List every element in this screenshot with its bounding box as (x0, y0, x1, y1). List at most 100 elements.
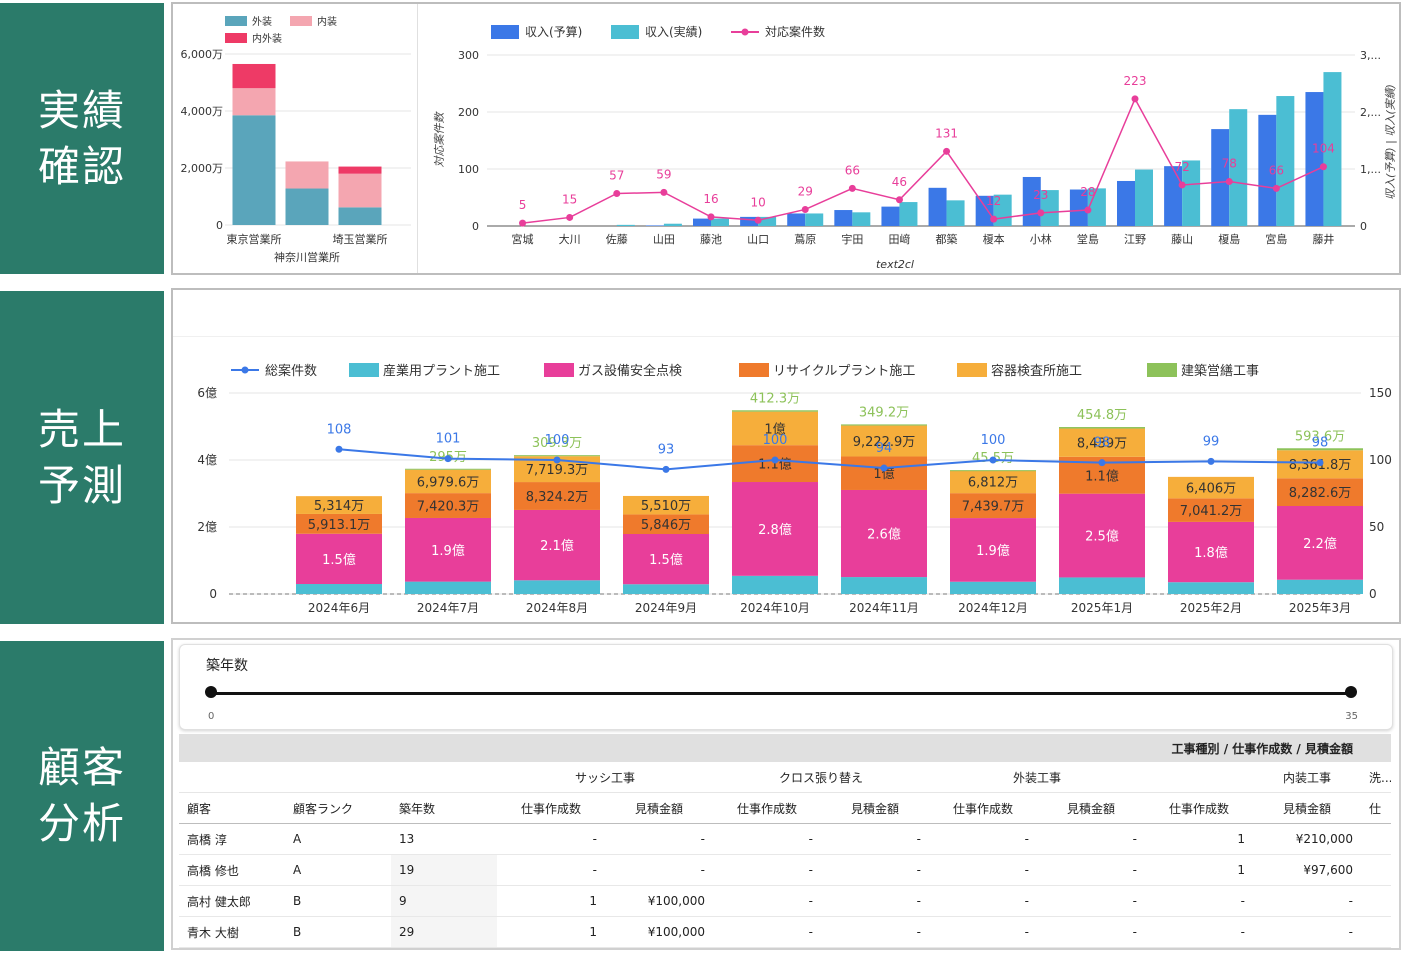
actual-bar (616, 224, 635, 226)
count-marker (848, 184, 856, 192)
group-header[interactable]: 洗... (1361, 762, 1391, 793)
y-tick-label: 2億 (197, 520, 217, 534)
bar-segment (405, 469, 491, 494)
range-min-handle[interactable] (205, 686, 217, 698)
budget-bar (975, 195, 994, 226)
column-header[interactable]: 仕事作成数 (929, 792, 1037, 824)
group-header[interactable]: 内装工事 (1145, 762, 1361, 793)
table-cell: - (1037, 823, 1145, 855)
bar-segment (232, 63, 276, 89)
x-tick-label: 榎島 (1218, 232, 1240, 246)
x-tick-label: 2024年7月 (417, 601, 479, 615)
x-tick-label: 2025年1月 (1071, 601, 1133, 615)
bar-segment (841, 456, 927, 490)
table-cell: - (713, 854, 821, 886)
bar-segment (232, 115, 276, 225)
bar-segment (1059, 577, 1145, 594)
total-data-label: 108 (327, 422, 352, 437)
x-tick-label: 宮島 (1265, 232, 1287, 246)
data-label: 1.9億 (976, 543, 1010, 559)
column-header[interactable]: 見積金額 (1253, 792, 1361, 824)
x-tick-label: 東京営業所 (227, 232, 282, 246)
total-marker (662, 465, 670, 473)
column-header[interactable]: 見積金額 (1037, 792, 1145, 824)
table-cell: - (1037, 854, 1145, 886)
table-cell: - (713, 823, 821, 855)
count-marker (660, 188, 668, 196)
count-data-label: 104 (1312, 142, 1335, 156)
actual-bar (711, 218, 729, 226)
x-tick-label: 宇田 (841, 233, 863, 246)
data-label: 8,324.2万 (526, 490, 589, 505)
table-cell: 1 (497, 916, 605, 948)
column-header[interactable]: 見積金額 (821, 792, 929, 824)
column-header[interactable]: 顧客ランク (285, 792, 391, 824)
count-marker (895, 196, 903, 204)
column-header[interactable]: 見積金額 (605, 792, 713, 824)
count-marker (707, 213, 715, 221)
count-data-label: 46 (892, 175, 907, 189)
x-tick-label: 藤井 (1312, 232, 1334, 246)
table-cell: 1 (1145, 854, 1253, 886)
data-label: 5,846万 (641, 518, 691, 533)
column-header[interactable]: 仕事作成数 (713, 792, 821, 824)
legend-label: 容器検査所施工 (991, 363, 1082, 379)
bar-segment (1277, 478, 1363, 507)
column-header[interactable]: 顧客 (179, 792, 285, 824)
y2-tick-label: 50 (1369, 520, 1384, 534)
bar-segment (950, 470, 1036, 472)
section-label-forecast: 売上 予測 (0, 291, 164, 624)
y2-tick-label: 0 (1369, 587, 1377, 601)
legend-swatch (225, 16, 247, 26)
count-data-label: 66 (845, 163, 860, 177)
bar-segment (405, 468, 491, 470)
budget-bar (928, 187, 947, 226)
column-header[interactable]: 仕事作成数 (497, 792, 605, 824)
table-row[interactable]: 青木 大樹 B 29 1 ¥100,000- - - - - - (179, 916, 1391, 948)
data-label: 7,439.7万 (962, 500, 1025, 515)
range-max-handle[interactable] (1345, 686, 1357, 698)
count-marker (1084, 206, 1092, 214)
group-header[interactable]: クロス張り替え (713, 762, 929, 793)
actual-bar (852, 212, 871, 226)
budget-bar (693, 218, 711, 226)
count-marker (566, 213, 574, 221)
data-label: 6,812万 (968, 476, 1018, 491)
y-tick-label: 6億 (197, 386, 217, 400)
table-cell: - (1145, 916, 1253, 948)
y-tick-label: 0 (472, 220, 479, 233)
table-row[interactable]: 高橋 修也 A 19- - - - - -1 ¥97,600 (179, 854, 1391, 886)
total-data-label: 98 (1312, 436, 1329, 451)
y-tick-label: 2,000万 (181, 162, 224, 175)
column-header[interactable]: 仕事作成数 (1145, 792, 1253, 824)
actual-bar (1182, 160, 1201, 226)
data-label: 1.1億 (1085, 468, 1119, 484)
legend-label: 外装 (252, 15, 272, 28)
actual-bar (1229, 109, 1248, 226)
table-cell: 1 (497, 885, 605, 917)
group-header[interactable]: 外装工事 (929, 762, 1145, 793)
count-marker (1319, 163, 1327, 171)
x-tick-label: 2024年10月 (740, 601, 810, 615)
legend-swatch (957, 363, 987, 377)
bar-segment (1168, 476, 1254, 499)
x-tick-label: 2024年8月 (526, 601, 588, 615)
group-header[interactable]: サッシ工事 (497, 762, 713, 793)
table-row[interactable]: 高橋 淳 A 13- - - - - -1 ¥210,000 (179, 823, 1391, 855)
budget-bar (1117, 180, 1135, 226)
actual-bar (758, 216, 777, 226)
bar-segment (1059, 493, 1145, 578)
column-header[interactable]: 仕 (1361, 792, 1391, 824)
column-header[interactable]: 築年数 (391, 792, 497, 824)
bar-segment (296, 533, 382, 585)
bar-segment (285, 188, 329, 225)
y-tick-label: 300 (458, 49, 479, 62)
range-slider-track[interactable] (210, 692, 1352, 695)
data-label: 6,406万 (1186, 482, 1236, 497)
total-data-label: 100 (763, 433, 788, 448)
budget-bar (1069, 189, 1088, 226)
table-row[interactable]: 高村 健太郎 B 9 1 ¥100,000- - - - - - (179, 885, 1391, 917)
actual-bar (899, 202, 918, 226)
table-cell: - (821, 854, 929, 886)
table-cell: - (605, 823, 713, 855)
